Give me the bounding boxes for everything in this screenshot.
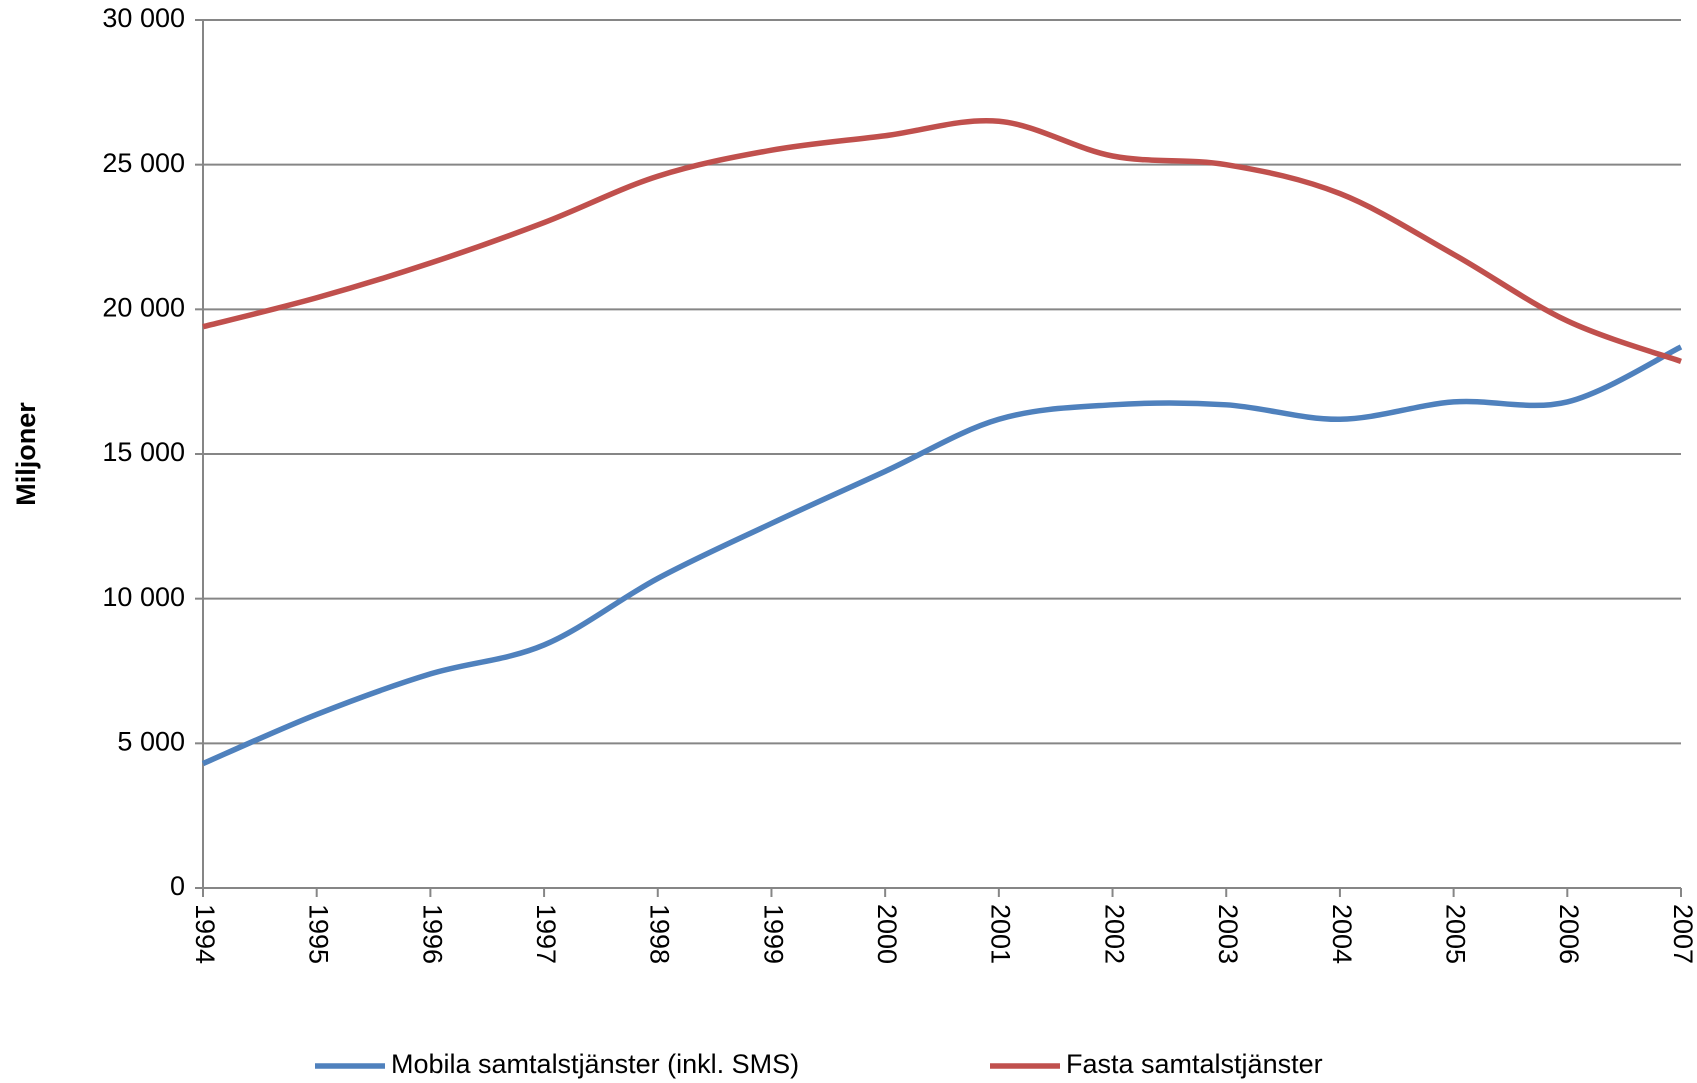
series-line [202,117,1682,365]
y-tick-label: 15 000 [102,437,185,467]
x-tick-label: 2000 [872,904,902,964]
x-tick-label: 1999 [758,904,788,964]
x-tick-label: 2007 [1668,904,1697,964]
x-tick-label: 2002 [1099,904,1129,964]
y-axis-label: Miljoner [11,402,41,506]
x-tick-label: 2005 [1440,904,1470,964]
y-tick-label: 5 000 [117,726,185,756]
x-tick-label: 2003 [1213,904,1243,964]
legend-label: Mobila samtalstjänster (inkl. SMS) [391,1049,799,1079]
x-tick-label: 2006 [1554,904,1584,964]
x-tick-label: 1994 [190,904,220,964]
y-tick-label: 0 [170,871,185,901]
series-line [201,344,1683,767]
y-tick-label: 10 000 [102,582,185,612]
y-tick-label: 20 000 [102,292,185,322]
x-tick-label: 1996 [417,904,447,964]
x-tick-label: 1998 [645,904,675,964]
x-tick-label: 1995 [304,904,334,964]
x-tick-label: 2001 [986,904,1016,964]
y-tick-label: 30 000 [102,3,185,33]
x-tick-label: 1997 [531,904,561,964]
x-tick-label: 2004 [1327,904,1357,964]
legend-label: Fasta samtalstjänster [1066,1049,1323,1079]
y-tick-label: 25 000 [102,148,185,178]
